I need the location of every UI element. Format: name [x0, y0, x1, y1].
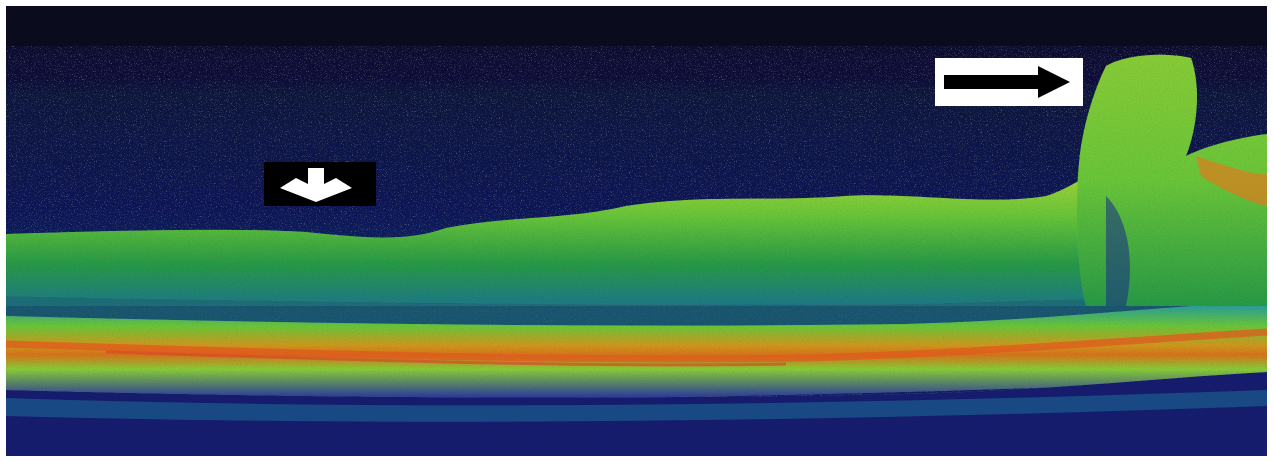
choroid-layer: [6, 372, 1267, 456]
oct-scan-image: [6, 6, 1267, 456]
right-arrow-marker: [935, 58, 1083, 106]
elevated-lesion: [1076, 54, 1267, 306]
inner-retina-layer: [6, 166, 1267, 327]
outer-retina-rpe-layer: [6, 302, 1267, 398]
down-arrow-marker: [264, 162, 376, 206]
